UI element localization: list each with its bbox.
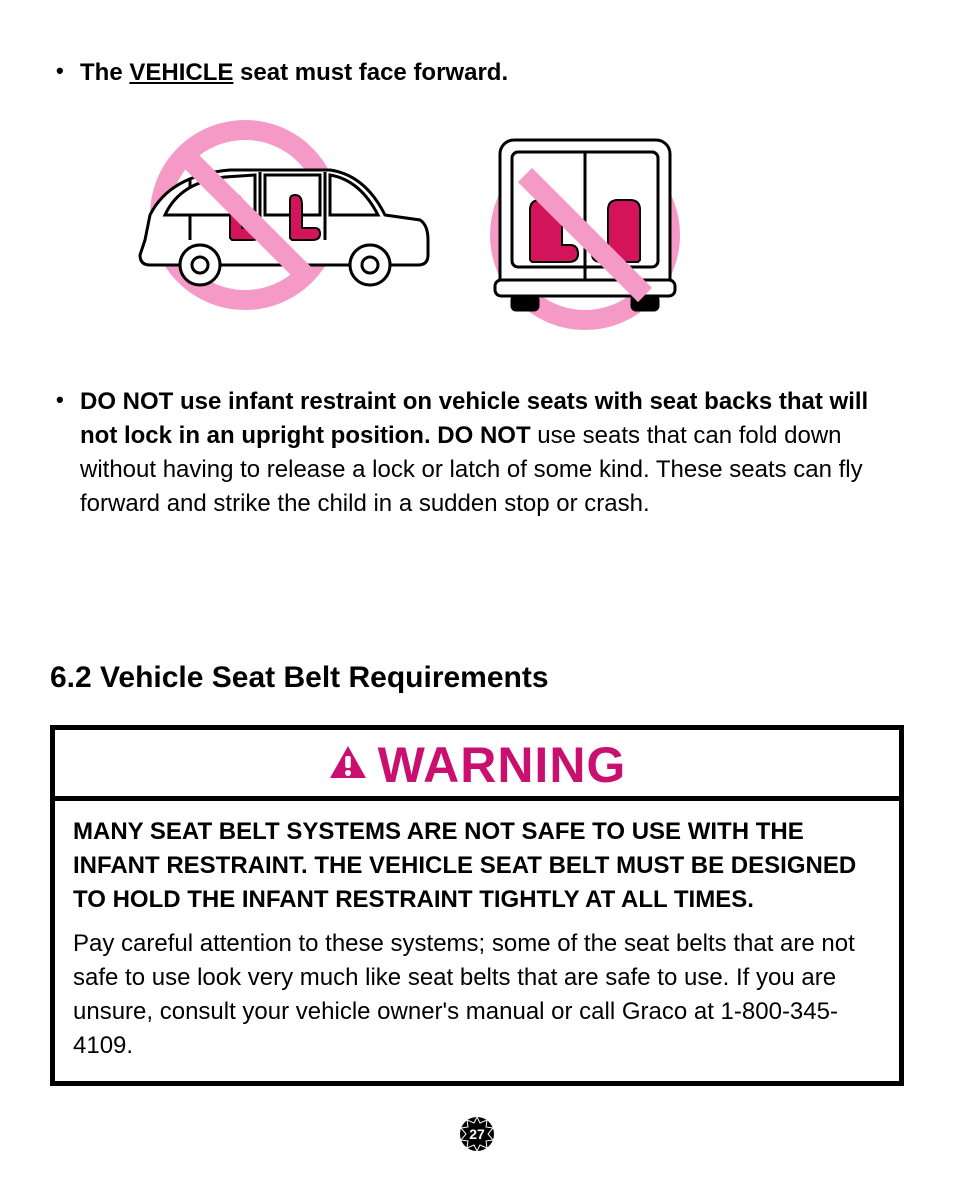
- van-rear-illustration: [470, 120, 700, 335]
- bullet1-prefix: The: [80, 59, 129, 86]
- bullet-2-text: DO NOT use infant restraint on vehicle s…: [80, 385, 904, 521]
- page-number-badge: 27: [457, 1114, 497, 1159]
- bullet-dot: •: [50, 56, 80, 86]
- warning-body-text: Pay careful attention to these systems; …: [73, 927, 881, 1063]
- warning-header: WARNING: [55, 730, 899, 801]
- bullet-dot: •: [50, 385, 80, 415]
- car-side-svg: [130, 120, 430, 320]
- warning-body: MANY SEAT BELT SYSTEMS ARE NOT SAFE TO U…: [55, 801, 899, 1081]
- van-rear-svg: [470, 120, 700, 330]
- warning-label: WARNING: [378, 736, 627, 794]
- bullet1-underlined: VEHICLE: [129, 59, 233, 86]
- illustrations-row: [130, 120, 904, 335]
- section-heading: 6.2 Vehicle Seat Belt Requirements: [50, 661, 904, 695]
- bullet-item-1: • The VEHICLE seat must face forward.: [50, 56, 904, 90]
- page-number: 27: [469, 1126, 485, 1142]
- bullet-1-text: The VEHICLE seat must face forward.: [80, 56, 904, 90]
- bullet-item-2: • DO NOT use infant restraint on vehicle…: [50, 385, 904, 521]
- car-side-illustration: [130, 120, 430, 335]
- bullet1-suffix: seat must face forward.: [233, 59, 508, 86]
- warning-bold-text: MANY SEAT BELT SYSTEMS ARE NOT SAFE TO U…: [73, 815, 881, 917]
- warning-triangle-icon: [328, 744, 368, 787]
- warning-box: WARNING MANY SEAT BELT SYSTEMS ARE NOT S…: [50, 725, 904, 1086]
